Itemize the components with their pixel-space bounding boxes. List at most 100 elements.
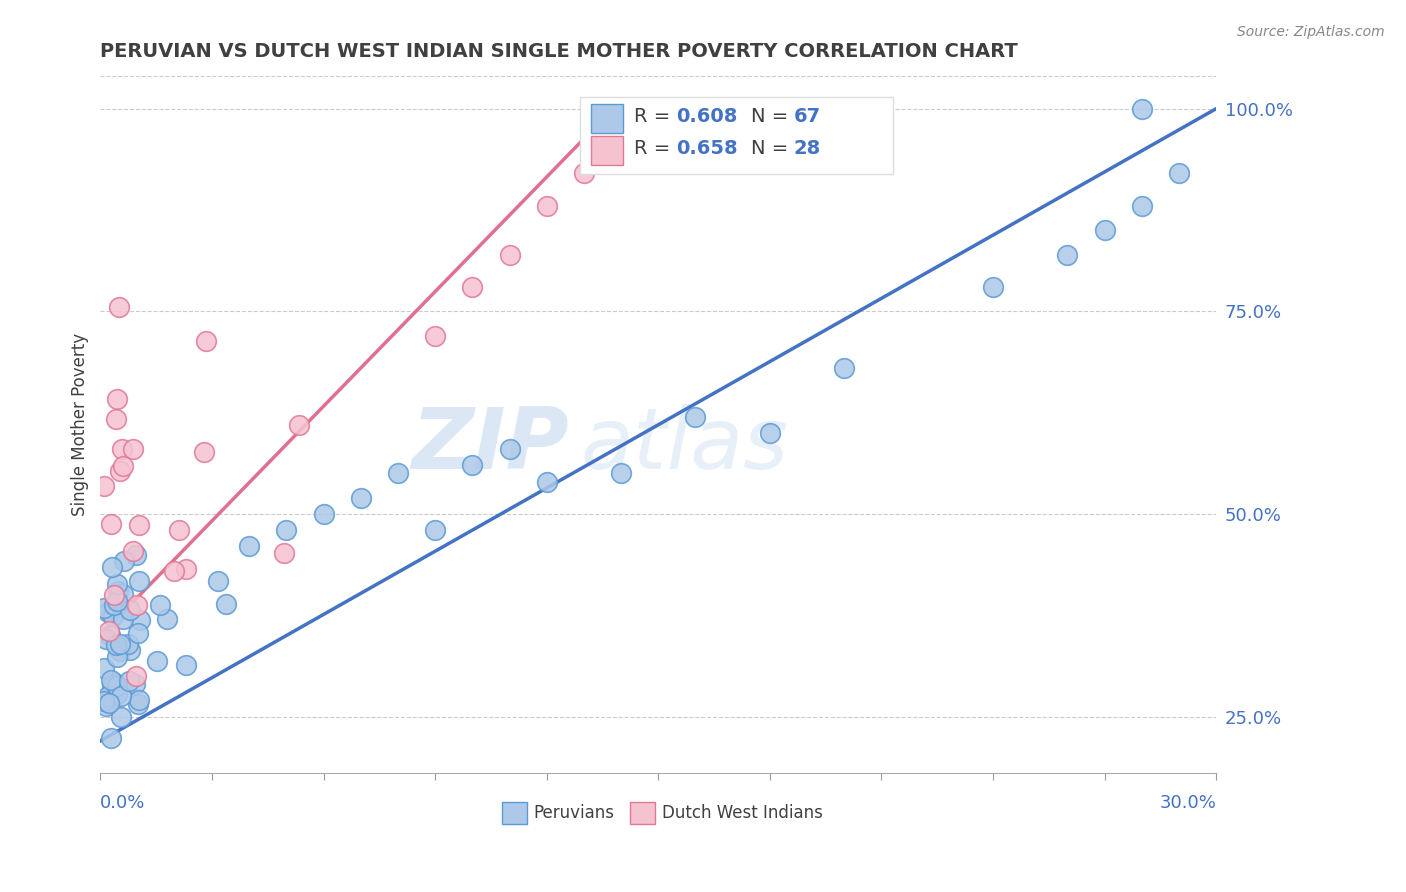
Point [498,247,520,261]
Point [118,602,141,616]
Point [759,425,782,440]
Point [97,624,120,638]
Text: 0.658: 0.658 [676,139,738,158]
Point [117,637,139,651]
Point [312,507,335,521]
Point [111,587,134,601]
Point [174,657,197,672]
Point [108,643,131,657]
Point [145,654,167,668]
Point [112,554,135,568]
Point [1056,247,1078,261]
Point [128,693,150,707]
Point [167,523,190,537]
Point [536,475,558,489]
Point [93,601,115,615]
Point [107,584,129,599]
Point [273,545,295,559]
Text: PERUVIAN VS DUTCH WEST INDIAN SINGLE MOTHER POVERTY CORRELATION CHART: PERUVIAN VS DUTCH WEST INDIAN SINGLE MOT… [100,42,1018,61]
Point [105,649,128,664]
Point [105,594,128,608]
Point [94,698,117,713]
Point [111,459,134,474]
Bar [502,802,527,824]
Point [610,118,633,132]
Point [1130,199,1153,213]
Text: 0.608: 0.608 [676,107,738,126]
Point [1094,223,1116,237]
Point [125,548,148,562]
Point [108,300,131,314]
Point [108,637,131,651]
Point [238,540,260,554]
Point [100,516,122,531]
Y-axis label: Single Mother Poverty: Single Mother Poverty [72,334,89,516]
Point [93,479,115,493]
Point [103,588,125,602]
Point [288,417,311,432]
Text: N =: N = [751,107,794,126]
Point [610,467,633,481]
Point [93,694,115,708]
Point [128,517,150,532]
Point [163,564,186,578]
Point [127,697,149,711]
Point [108,464,131,478]
Point [207,574,229,588]
Point [122,442,145,456]
Point [156,612,179,626]
Point [104,601,127,615]
Point [128,574,150,588]
Text: 28: 28 [793,139,821,158]
Text: N =: N = [751,139,794,158]
Point [215,597,238,611]
Point [125,669,148,683]
Point [350,491,373,505]
Point [832,361,855,376]
Point [97,605,120,619]
Point [423,328,446,343]
Point [97,690,120,704]
Point [387,467,409,481]
Text: R =: R = [634,107,676,126]
Point [685,409,707,424]
Point [981,280,1004,294]
Point [100,628,122,642]
Point [461,458,484,473]
Point [105,577,128,591]
Point [111,612,134,626]
Point [176,562,198,576]
Point [193,444,215,458]
Point [104,411,127,425]
Text: Peruvians: Peruvians [533,804,614,822]
Point [93,661,115,675]
Point [101,608,124,623]
Text: ZIP: ZIP [412,404,569,487]
Point [96,632,118,646]
Point [100,673,122,687]
Bar [630,802,655,824]
Point [1130,102,1153,116]
Point [120,643,142,657]
Point [498,442,520,456]
Bar [592,104,623,134]
Point [101,678,124,692]
Point [104,676,127,690]
Text: Source: ZipAtlas.com: Source: ZipAtlas.com [1237,25,1385,39]
Bar [592,136,623,165]
Point [105,679,128,693]
Text: 30.0%: 30.0% [1160,794,1216,812]
Text: atlas: atlas [581,404,789,487]
Point [572,166,595,180]
Point [127,598,149,612]
FancyBboxPatch shape [581,97,893,174]
Point [122,544,145,558]
Point [128,625,150,640]
Text: R =: R = [634,139,676,158]
Point [105,638,128,652]
Point [461,280,484,294]
Point [105,392,128,407]
Point [276,523,298,537]
Point [149,598,172,612]
Point [105,687,128,701]
